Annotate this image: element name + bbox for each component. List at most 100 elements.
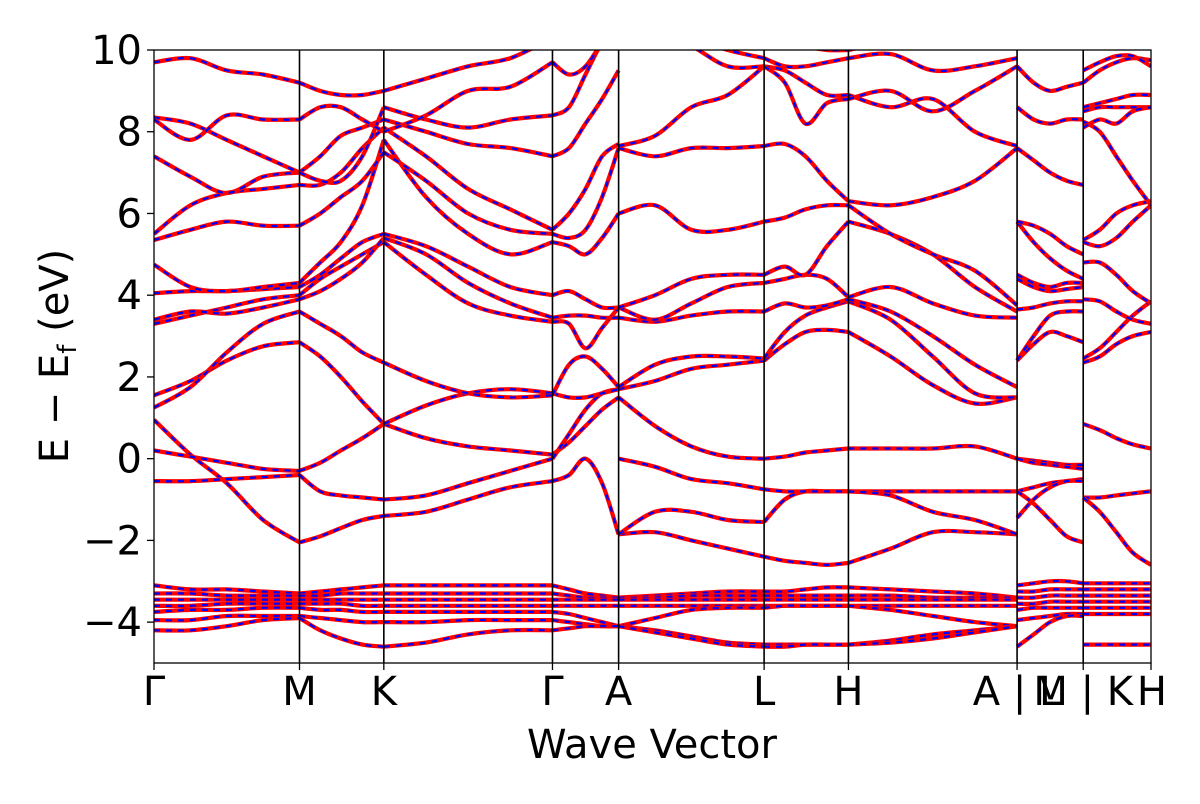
band-line-blue-dashed bbox=[618, 530, 765, 558]
band-line-blue-dashed bbox=[619, 1, 765, 30]
band-line-red bbox=[382, 125, 554, 232]
band-line-blue-dashed bbox=[383, 618, 553, 624]
band-line-blue-dashed bbox=[1016, 106, 1084, 125]
band-line-blue-dashed bbox=[154, 116, 300, 174]
band-line-blue-dashed bbox=[1082, 496, 1151, 566]
band-line-blue-dashed bbox=[848, 65, 1018, 113]
band-line-blue-dashed bbox=[763, 57, 849, 69]
band-line-blue-dashed bbox=[154, 616, 300, 632]
y-tick-label: −4 bbox=[83, 600, 142, 646]
band-line-blue-dashed bbox=[847, 300, 1018, 399]
band-line-blue-dashed bbox=[618, 625, 765, 648]
band-line-blue-dashed bbox=[848, 490, 1018, 536]
band-line-blue-dashed bbox=[299, 606, 384, 614]
band-line-blue-dashed bbox=[848, 594, 1018, 599]
x-tick-label: Γ bbox=[541, 669, 564, 715]
band-line-blue-dashed bbox=[618, 354, 765, 389]
x-tick-label: L bbox=[753, 669, 776, 715]
band-line-blue-dashed bbox=[848, 50, 854, 52]
band-line-red bbox=[1016, 299, 1084, 312]
band-line-blue-dashed bbox=[383, 628, 553, 648]
band-line-blue-dashed bbox=[1016, 65, 1084, 93]
band-line-blue-dashed bbox=[383, 232, 553, 297]
band-line-red bbox=[551, 387, 620, 400]
band-line-blue-dashed bbox=[298, 151, 385, 227]
band-line-red bbox=[1017, 587, 1084, 594]
y-tick-label: 10 bbox=[91, 28, 142, 74]
band-line-red bbox=[1016, 605, 1084, 612]
band-line-red bbox=[552, 609, 620, 629]
band-line-blue-dashed bbox=[848, 586, 1018, 599]
band-line-blue-dashed bbox=[298, 139, 385, 284]
band-line-blue-dashed bbox=[154, 473, 300, 483]
band-line-blue-dashed bbox=[1082, 300, 1151, 360]
band-line-blue-dashed bbox=[763, 65, 849, 97]
band-line-blue-dashed bbox=[1082, 330, 1151, 364]
band-line-red bbox=[552, 591, 619, 600]
band-line-blue-dashed bbox=[763, 300, 849, 360]
y-axis-label: E − Ef (eV) bbox=[32, 249, 83, 464]
band-line-red bbox=[720, 50, 765, 61]
band-line-red bbox=[382, 138, 554, 257]
band-line-blue-dashed bbox=[848, 93, 1018, 148]
band-line-blue-dashed bbox=[383, 118, 553, 158]
band-line-blue-dashed bbox=[383, 236, 553, 319]
x-tick-label: A bbox=[605, 669, 633, 715]
band-line-blue-dashed bbox=[618, 508, 765, 536]
band-line-red bbox=[551, 288, 619, 311]
band-line-blue-dashed bbox=[818, 50, 849, 52]
y-axis-label-subscript: f bbox=[53, 344, 83, 354]
band-line-blue-dashed bbox=[298, 474, 384, 501]
band-line-blue-dashed bbox=[1082, 200, 1151, 241]
band-line-blue-dashed bbox=[383, 457, 553, 501]
band-line-blue-dashed bbox=[383, 480, 553, 517]
band-line-blue-dashed bbox=[618, 65, 765, 148]
band-line-blue-dashed bbox=[764, 643, 849, 648]
band-line-blue-dashed bbox=[1016, 490, 1084, 544]
band-line-blue-dashed bbox=[763, 328, 849, 362]
band-line-red bbox=[553, 1, 619, 38]
y-tick-label: 6 bbox=[117, 191, 142, 237]
band-line-blue-dashed bbox=[1016, 330, 1084, 362]
band-line-red bbox=[552, 306, 621, 351]
band-line-blue-dashed bbox=[848, 220, 1018, 313]
band-line-blue-dashed bbox=[154, 606, 300, 613]
band-line-blue-dashed bbox=[299, 602, 384, 608]
band-line-blue-dashed bbox=[551, 69, 620, 158]
band-line-blue-dashed bbox=[617, 396, 765, 460]
band-line-blue-dashed bbox=[154, 341, 300, 397]
y-tick-label: 2 bbox=[117, 355, 142, 401]
band-line-blue-dashed bbox=[154, 113, 300, 142]
band-line-blue-dashed bbox=[847, 331, 1018, 405]
band-line-red bbox=[1017, 593, 1084, 600]
band-line-blue-dashed bbox=[1083, 260, 1151, 305]
band-line-blue-dashed bbox=[551, 355, 620, 396]
x-tick-label: K bbox=[371, 669, 399, 715]
band-line-red bbox=[552, 623, 619, 633]
band-line-blue-dashed bbox=[154, 294, 300, 325]
band-line-blue-dashed bbox=[383, 361, 553, 399]
band-line-red bbox=[551, 212, 621, 257]
band-line-blue-dashed bbox=[1016, 614, 1084, 648]
band-line-red bbox=[1082, 104, 1151, 114]
band-line-blue-dashed bbox=[299, 81, 384, 97]
band-line-blue-dashed bbox=[299, 106, 385, 185]
y-tick-label: 0 bbox=[117, 437, 142, 483]
bands-layer bbox=[154, 1, 1151, 649]
band-line-blue-dashed bbox=[298, 341, 385, 425]
band-line-blue-dashed bbox=[551, 50, 599, 76]
band-line-blue-dashed bbox=[154, 56, 300, 84]
y-tick-label: 8 bbox=[117, 110, 142, 156]
band-line-blue-dashed bbox=[299, 584, 384, 595]
plot-frame bbox=[153, 49, 1152, 664]
band-line-blue-dashed bbox=[154, 592, 300, 597]
band-line-red bbox=[813, 50, 849, 53]
band-line-blue-dashed bbox=[383, 50, 532, 92]
band-line-blue-dashed bbox=[618, 359, 765, 391]
band-line-blue-dashed bbox=[1016, 147, 1084, 186]
band-line-blue-dashed bbox=[551, 396, 620, 456]
band-line-blue-dashed bbox=[848, 298, 1018, 389]
x-tick-label: M bbox=[282, 669, 317, 715]
